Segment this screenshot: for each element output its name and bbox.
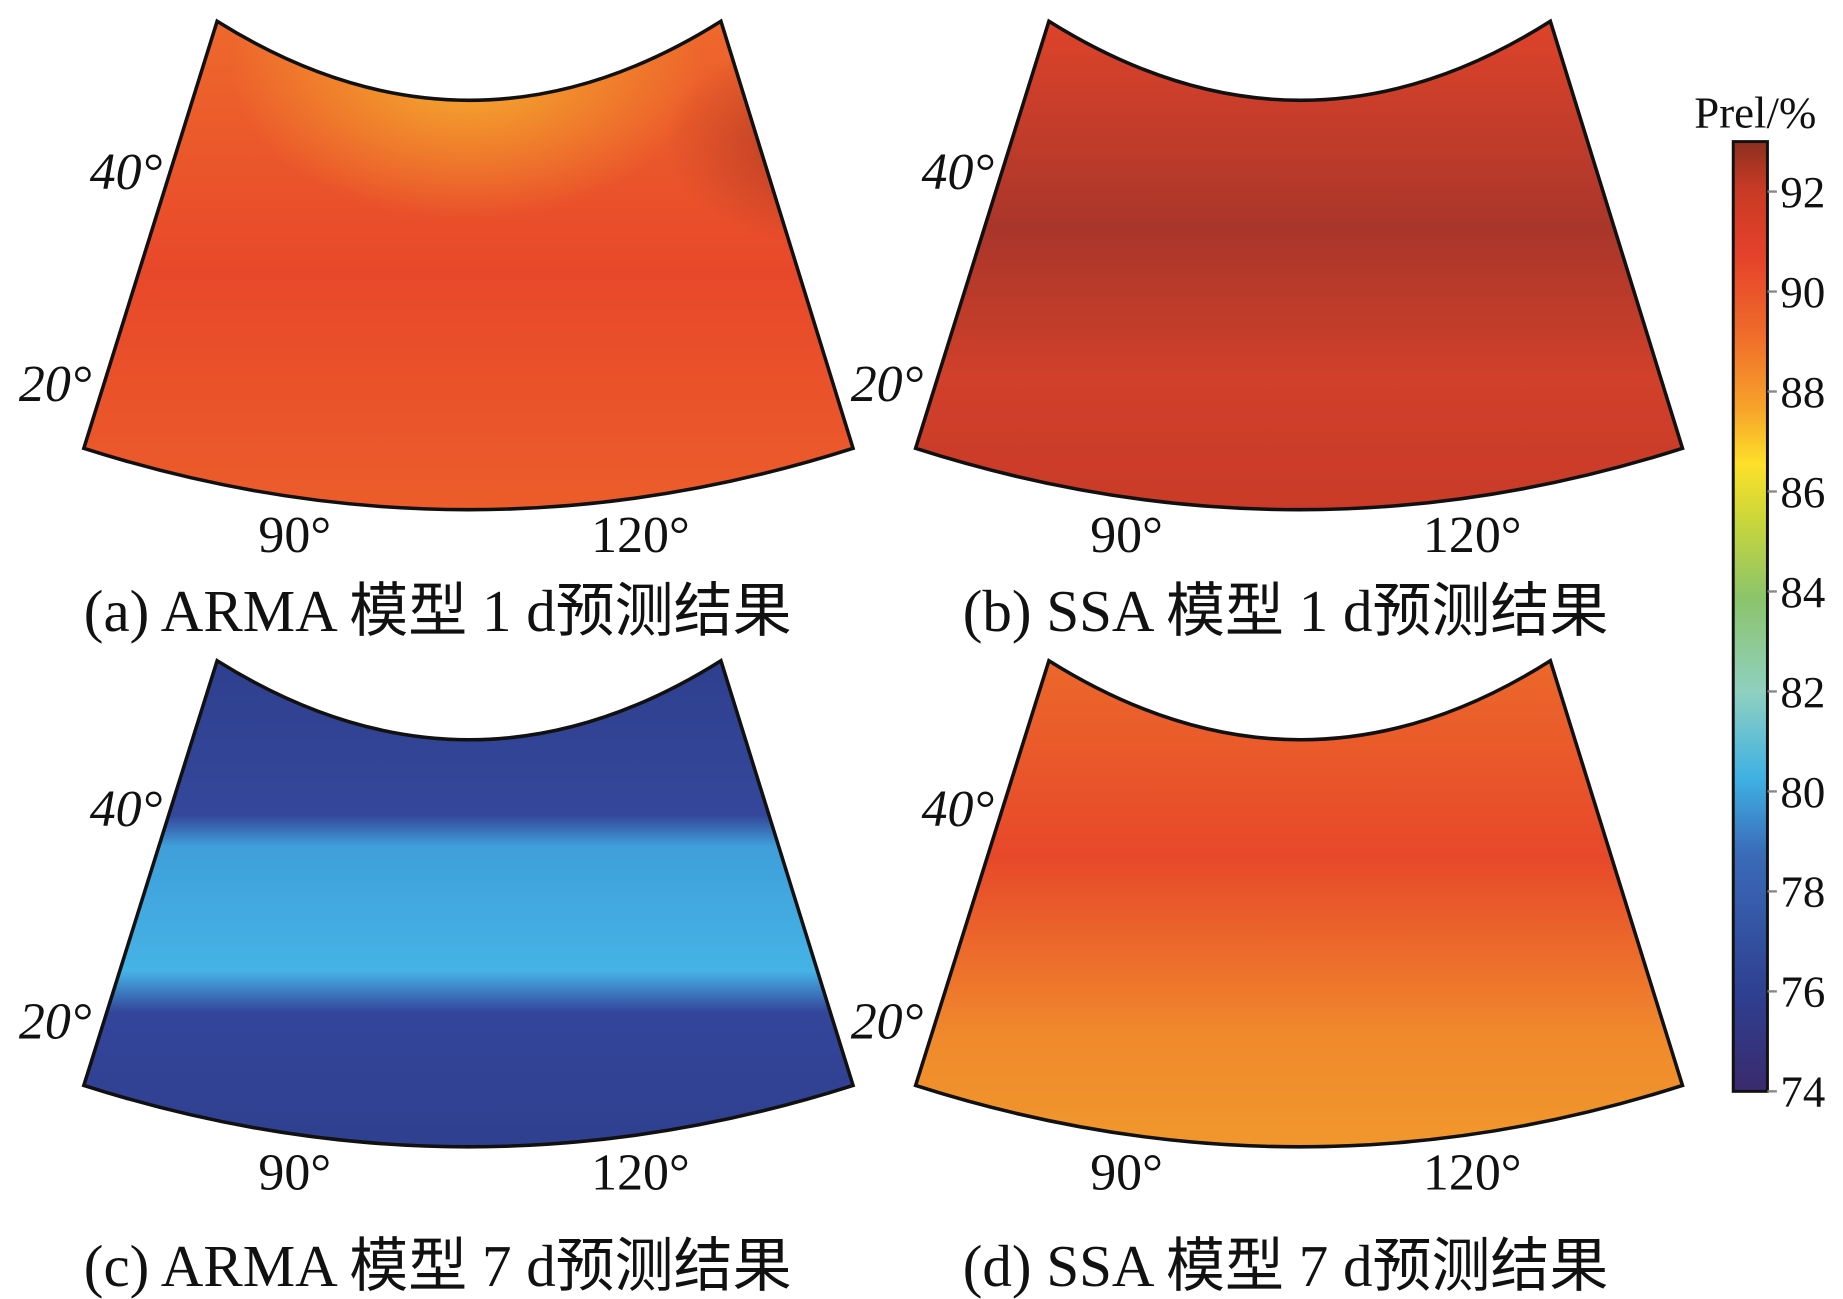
lat-label-40: 40° <box>90 781 163 838</box>
lon-label-90: 90° <box>1090 507 1163 564</box>
lon-label-90: 90° <box>258 1144 331 1201</box>
map-fill-b <box>915 21 1683 510</box>
map-fill-c <box>83 660 854 1147</box>
colorbar-tick-label: 90 <box>1780 267 1825 317</box>
colorbar-tick-label: 76 <box>1780 967 1825 1017</box>
colorbar-tick-label: 84 <box>1780 567 1825 617</box>
map-shade-a <box>83 21 854 510</box>
caption-d: (d) SSA 模型 7 d预测结果 <box>963 1233 1609 1299</box>
colorbar-tick-label: 82 <box>1780 667 1825 717</box>
lat-label-40: 40° <box>922 144 995 201</box>
lat-label-40: 40° <box>922 781 995 838</box>
map-border-d <box>913 657 1685 1149</box>
colorbar-tick-label: 88 <box>1780 367 1825 417</box>
map-border-a <box>81 18 856 512</box>
colorbar-tick-label: 92 <box>1780 167 1825 217</box>
lon-label-90: 90° <box>258 507 331 564</box>
caption-b: (b) SSA 模型 1 d预测结果 <box>963 578 1609 644</box>
lon-label-90: 90° <box>1090 1144 1163 1201</box>
colorbar-title: Prel/% <box>1694 87 1816 137</box>
lat-label-20: 20° <box>19 356 92 413</box>
map-fill-d <box>915 660 1683 1147</box>
colorbar-tick-label: 80 <box>1780 767 1825 817</box>
map-panel-c: 40° 20° 90° 120° (c) ARMA 模型 7 d预测结果 <box>19 657 856 1299</box>
caption-a: (a) ARMA 模型 1 d预测结果 <box>84 578 792 644</box>
lon-label-120: 120° <box>591 1144 690 1201</box>
lat-label-20: 20° <box>19 993 92 1050</box>
colorbar-tick-label: 74 <box>1780 1067 1825 1117</box>
lon-label-120: 120° <box>1423 507 1522 564</box>
lon-label-120: 120° <box>1423 1144 1522 1201</box>
lat-label-20: 20° <box>851 356 924 413</box>
map-border-b <box>913 18 1685 512</box>
map-panel-b: 40° 20° 90° 120° (b) SSA 模型 1 d预测结果 <box>851 18 1685 644</box>
lon-label-120: 120° <box>591 507 690 564</box>
caption-c: (c) ARMA 模型 7 d预测结果 <box>84 1233 792 1299</box>
colorbar-tick-label: 86 <box>1780 467 1825 517</box>
colorbar-bar <box>1731 140 1769 1093</box>
lat-label-20: 20° <box>851 993 924 1050</box>
colorbar-tick-label: 78 <box>1780 867 1825 917</box>
lat-label-40: 40° <box>90 144 163 201</box>
map-panel-a: 40° 20° 90° 120° (a) ARMA 模型 1 d预测结果 <box>19 18 856 644</box>
colorbar: Prel/% 92 90 88 86 84 82 80 78 76 74 <box>1694 87 1825 1116</box>
map-panel-d: 40° 20° 90° 120° (d) SSA 模型 7 d预测结果 <box>851 657 1685 1299</box>
map-border-c <box>81 657 856 1149</box>
